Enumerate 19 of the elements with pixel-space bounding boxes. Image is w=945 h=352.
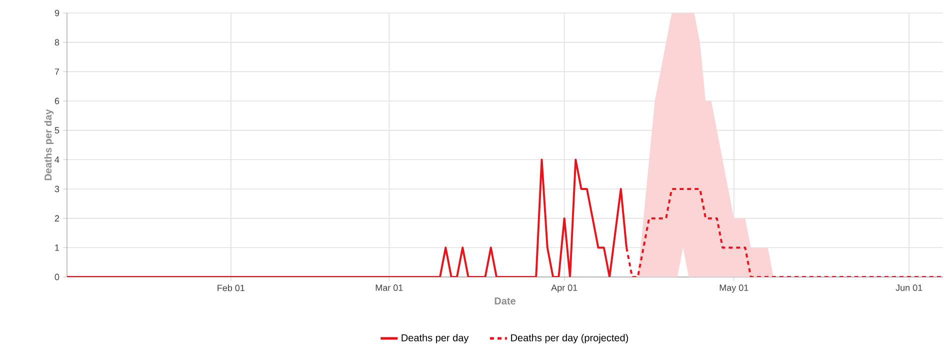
legend-label: Deaths per day <box>402 334 469 344</box>
x-tick-label: Mar 01 <box>376 284 403 291</box>
y-tick-label: 3 <box>54 186 60 192</box>
x-tick-label: Feb 01 <box>218 284 244 292</box>
x-tick-label: May 01 <box>720 284 748 293</box>
x-axis-title: Date <box>494 298 516 305</box>
y-tick-label: 9 <box>54 10 60 16</box>
x-tick-label: Jun 01 <box>896 284 922 291</box>
y-tick-label: 1 <box>55 244 60 251</box>
y-tick-label: 4 <box>54 156 60 163</box>
y-tick-label: 0 <box>54 274 60 280</box>
legend-label: Deaths per day (projected) <box>511 334 628 344</box>
y-tick-label: 5 <box>54 127 60 134</box>
y-tick-label: 8 <box>54 39 60 46</box>
y-axis-title: Deaths per day <box>44 109 54 180</box>
x-tick-label: Apr 01 <box>551 284 578 293</box>
y-tick-label: 2 <box>54 215 60 222</box>
y-tick-label: 7 <box>54 68 60 75</box>
y-tick-label: 6 <box>54 98 60 104</box>
